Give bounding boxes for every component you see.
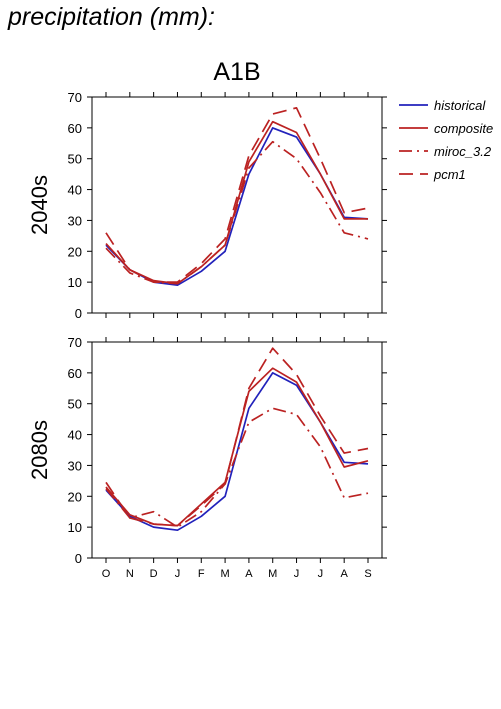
y-tick-label: 70 [68,335,82,350]
plot-frame [91,96,383,314]
y-tick-label: 30 [68,458,82,473]
y-tick-label: 40 [68,428,82,443]
y-tick-label: 50 [68,152,82,167]
x-tick-label: A [245,568,253,580]
series-line-composite [105,367,369,527]
x-tick-label: S [364,568,371,580]
legend-label: pcm1 [433,167,466,182]
y-tick-label: 40 [68,183,82,198]
y-tick-label: 70 [68,90,82,105]
y-tick-label: 10 [68,520,82,535]
panel-label: 2040s [27,175,52,235]
y-tick-label: 60 [68,366,82,381]
plot-frame [91,341,383,559]
legend-label: miroc_3.2 [434,144,492,159]
x-tick-label: J [175,568,181,580]
series-line-historical [105,372,369,532]
panel-2080s: 0 10 20 30 40 50 60 70 O N D J F M A M J J A S 2080s [27,335,387,580]
legend-item: miroc_3.2 [399,144,492,159]
y-tick-label: 20 [68,244,82,259]
chart-title: A1B [213,58,260,86]
y-tick-label: 10 [68,275,82,290]
x-tick-label: M [221,568,230,580]
y-tick-label: 0 [75,306,82,321]
chart-legend: historical composite miroc_3.2 pcm1 [399,98,493,182]
x-tick-label: A [341,568,349,580]
legend-item: historical [399,98,486,113]
panel-2040s: 0 10 20 30 40 50 60 70 2040s [27,90,387,321]
series-line-miroc-3-2 [105,407,369,528]
panel-label: 2080s [27,420,52,480]
x-tick-label: D [150,568,158,580]
legend-item: composite [399,121,493,136]
legend-label: composite [434,121,493,136]
x-tick-label: O [102,568,111,580]
y-tick-label: 0 [75,551,82,566]
x-tick-label: J [294,568,300,580]
chart-panels: 0 10 20 30 40 50 60 70 2040s 0 10 20 30 40 50 60 70 O N D J F… [27,90,387,580]
legend-label: historical [434,98,486,113]
y-tick-label: 20 [68,489,82,504]
page-title: precipitation (mm): [8,3,215,31]
x-tick-label: M [268,568,277,580]
x-tick-label: F [198,568,205,580]
y-tick-label: 30 [68,213,82,228]
y-tick-label: 50 [68,397,82,412]
x-tick-label: N [126,568,134,580]
legend-item: pcm1 [399,167,466,182]
y-tick-label: 60 [68,121,82,136]
series-line-pcm1 [105,106,369,283]
series-line-composite [105,120,368,285]
x-tick-label: J [318,568,324,580]
series-line-pcm1 [105,347,369,527]
